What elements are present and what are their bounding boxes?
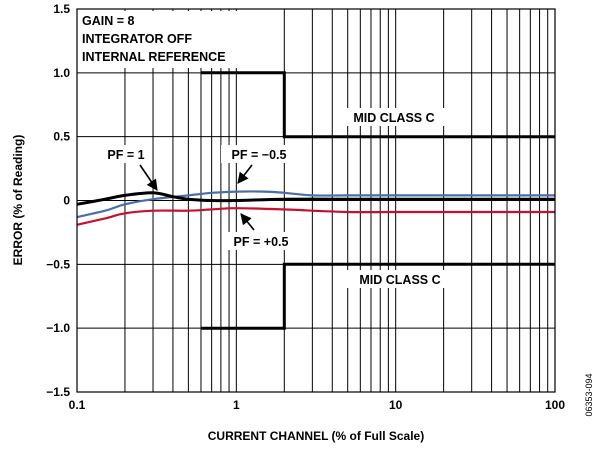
series-line-pf-1 (76, 191, 555, 206)
x-axis-title: CURRENT CHANNEL (% of Full Scale) (208, 429, 424, 443)
x-tick-label: 10 (389, 398, 403, 412)
tick-labels: 1.5 1.0 0.5 0 −0.5 −1.0 −1.50.1 1 10 100 (46, 2, 565, 412)
x-tick-label: 100 (545, 398, 565, 412)
y-tick-label: 0.5 (53, 130, 70, 144)
limit-label-upper-bg (337, 108, 451, 126)
annotation-pfneg-bg (221, 145, 297, 163)
annotation-pf1-bg (100, 145, 152, 163)
conditions-box (79, 11, 265, 68)
y-tick-label: 1.5 (53, 2, 70, 16)
limit-lines (201, 71, 555, 330)
annotation-pf1: PF = 1 (107, 148, 144, 162)
y-tick-label: 1.0 (53, 66, 70, 80)
limit-line-lower (201, 262, 555, 330)
series-line-pf-pos-0-5 (76, 207, 555, 226)
y-tick-label: −1.0 (46, 321, 70, 335)
y-tick-label: −0.5 (46, 257, 70, 271)
y-axis-title: ERROR (% of Reading) (11, 135, 25, 266)
limit-label-upper: MID CLASS C (353, 111, 434, 125)
series-line-pf-neg-0-5 (76, 190, 555, 219)
condition-reference: INTERNAL REFERENCE (82, 50, 226, 64)
y-tick-label: 0 (63, 194, 70, 208)
annotation-pfneg: PF = −0.5 (232, 148, 287, 162)
x-tick-label: 1 (233, 398, 240, 412)
annotation-pfneg-arrow (237, 164, 253, 184)
limit-label-lower-bg (343, 270, 457, 288)
annotation-pfpos: PF = +0.5 (234, 235, 289, 249)
y-tick-label: −1.5 (46, 385, 70, 399)
series-lines (76, 190, 555, 226)
figure-id: 06353-094 (584, 373, 594, 416)
limit-line-upper (201, 71, 555, 139)
condition-integrator: INTEGRATOR OFF (82, 32, 192, 46)
annotation-pfpos-arrow (240, 213, 255, 231)
x-tick-label: 0.1 (69, 398, 86, 412)
annotation-pf1-arrow (139, 164, 158, 191)
condition-gain: GAIN = 8 (82, 14, 134, 28)
annotation-pfpos-bg (223, 232, 299, 250)
limit-label-lower: MID CLASS C (359, 273, 440, 287)
plot-frame (76, 8, 556, 393)
